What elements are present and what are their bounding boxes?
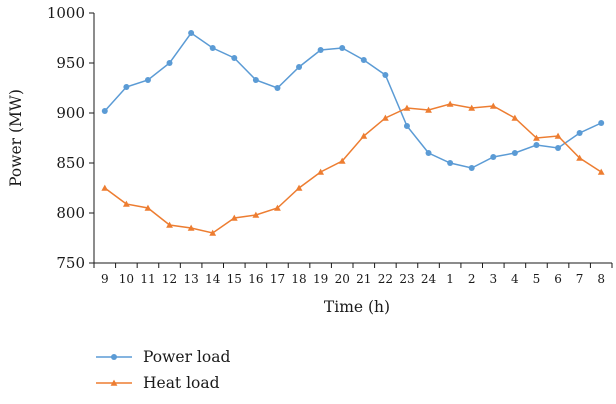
x-tick-label: 4 bbox=[511, 272, 519, 286]
x-tick-label: 2 bbox=[468, 272, 476, 286]
x-tick-label: 10 bbox=[119, 272, 134, 286]
data-point bbox=[144, 204, 152, 211]
data-point bbox=[339, 45, 346, 51]
data-point bbox=[317, 168, 325, 175]
data-point bbox=[447, 160, 454, 166]
series-heat-load bbox=[101, 100, 605, 236]
x-tick-label: 21 bbox=[356, 272, 371, 286]
data-point bbox=[101, 108, 108, 114]
x-tick-label: 11 bbox=[140, 272, 155, 286]
x-tick-label: 18 bbox=[291, 272, 306, 286]
data-point bbox=[555, 145, 562, 151]
data-point bbox=[403, 104, 411, 111]
data-point bbox=[274, 204, 281, 211]
data-point bbox=[425, 150, 432, 156]
series-line bbox=[104, 103, 602, 234]
data-point bbox=[360, 57, 367, 63]
x-tick-label: 16 bbox=[248, 272, 263, 286]
y-tick-label: 850 bbox=[56, 154, 85, 172]
data-point bbox=[511, 114, 519, 121]
y-tick-label: 900 bbox=[56, 104, 85, 122]
data-point bbox=[252, 211, 260, 218]
x-tick-label: 9 bbox=[101, 272, 109, 286]
x-tick-label: 6 bbox=[554, 272, 562, 286]
legend-item: Power load bbox=[96, 348, 230, 366]
data-point bbox=[338, 157, 346, 164]
x-tick-label: 8 bbox=[597, 272, 605, 286]
y-tick-label: 750 bbox=[56, 254, 85, 272]
x-tick-label: 1 bbox=[446, 272, 454, 286]
data-point bbox=[576, 130, 583, 136]
data-point bbox=[533, 134, 540, 141]
legend-label: Heat load bbox=[143, 374, 220, 392]
data-point bbox=[598, 120, 605, 126]
data-point bbox=[360, 132, 368, 139]
x-tick-label: 13 bbox=[183, 272, 198, 286]
legend-marker bbox=[110, 379, 118, 386]
data-point bbox=[123, 84, 130, 90]
x-tick-label: 20 bbox=[335, 272, 350, 286]
data-point bbox=[101, 184, 109, 191]
data-point bbox=[188, 30, 195, 36]
data-point bbox=[296, 64, 303, 70]
legend-marker bbox=[111, 354, 117, 360]
x-tick-label: 14 bbox=[205, 272, 221, 286]
data-point bbox=[554, 132, 562, 139]
y-axis: 750 800 850 900 950 1000 bbox=[47, 4, 94, 272]
y-tick-label: 1000 bbox=[47, 4, 85, 22]
x-tick-label: 7 bbox=[576, 272, 584, 286]
data-point bbox=[511, 150, 518, 156]
data-point bbox=[533, 142, 540, 148]
data-point bbox=[468, 165, 475, 171]
data-point bbox=[274, 85, 281, 91]
data-point bbox=[490, 154, 497, 160]
x-tick-label: 17 bbox=[270, 272, 285, 286]
data-point bbox=[209, 229, 217, 236]
data-point bbox=[166, 221, 173, 228]
data-point bbox=[576, 154, 584, 161]
x-tick-label: 23 bbox=[399, 272, 414, 286]
data-point bbox=[187, 224, 195, 231]
x-tick-label: 24 bbox=[421, 272, 437, 286]
data-point bbox=[597, 168, 605, 175]
data-point bbox=[381, 114, 389, 121]
data-point bbox=[317, 47, 324, 53]
data-point bbox=[425, 106, 432, 113]
data-point bbox=[230, 214, 238, 221]
data-point bbox=[144, 77, 151, 83]
x-tick-label: 5 bbox=[533, 272, 541, 286]
x-tick-label: 22 bbox=[378, 272, 393, 286]
x-tick-label: 3 bbox=[489, 272, 497, 286]
series-layer bbox=[101, 30, 605, 236]
x-tick-label: 12 bbox=[162, 272, 177, 286]
data-point bbox=[446, 100, 454, 107]
data-point bbox=[252, 77, 259, 83]
x-axis-title: Time (h) bbox=[324, 298, 390, 316]
legend-label: Power load bbox=[143, 348, 230, 366]
data-point bbox=[489, 102, 497, 109]
data-point bbox=[209, 45, 216, 51]
data-point bbox=[468, 104, 476, 111]
y-tick-label: 800 bbox=[56, 204, 85, 222]
legend-item: Heat load bbox=[96, 374, 220, 392]
y-axis-title: Power (MW) bbox=[7, 89, 25, 187]
data-point bbox=[295, 184, 303, 191]
data-point bbox=[166, 60, 173, 66]
x-tick-label: 19 bbox=[313, 272, 328, 286]
series-power-load bbox=[101, 30, 605, 171]
y-tick-label: 950 bbox=[56, 54, 85, 72]
data-point bbox=[122, 200, 130, 207]
data-point bbox=[403, 123, 410, 129]
x-tick-label: 15 bbox=[227, 272, 242, 286]
x-axis: 9 10 11 12 13 14 15 16 17 18 19 20 21 22 23 24 1 2 3 4 5 6 7 8 bbox=[93, 263, 613, 286]
series-line bbox=[104, 31, 602, 169]
legend: Power load Heat load bbox=[96, 348, 230, 392]
data-point bbox=[231, 55, 238, 61]
data-point bbox=[382, 72, 389, 78]
